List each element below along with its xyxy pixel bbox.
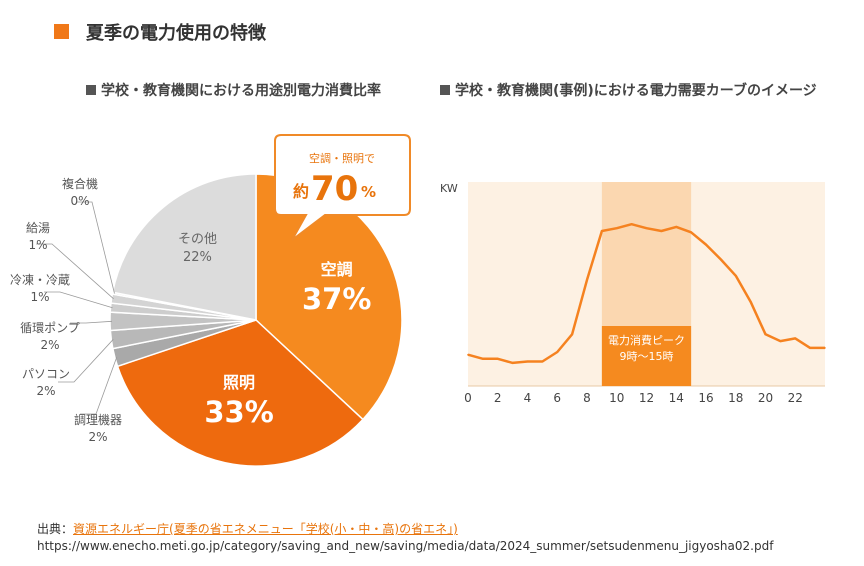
slice-value-label: 2% [36, 384, 55, 398]
data-point [496, 358, 499, 360]
leader-line [70, 320, 113, 324]
callout-unit: % [361, 183, 376, 201]
slice-label: その他 [178, 232, 217, 247]
callout-bubble [274, 134, 411, 241]
data-point [764, 333, 767, 336]
y-axis-label: KW [440, 182, 458, 195]
x-tick-label: 8 [583, 391, 591, 405]
data-point [645, 227, 648, 230]
x-tick-label: 20 [758, 391, 773, 405]
slice-value-label: 1% [30, 290, 49, 304]
callout-line1: 空調・照明で [309, 151, 375, 165]
slice-value-label: 2% [88, 430, 107, 444]
line-chart: 0 2 4 6 8 10 12 14 16 18 20 22 KW 電力消費ピーク 9時～15時 [440, 182, 826, 405]
data-point [705, 243, 707, 246]
slice-value-label: 0% [70, 194, 89, 208]
source-url[interactable]: https://www.enecho.meti.go.jp/category/s… [37, 539, 774, 553]
data-point [779, 340, 782, 342]
slice-label: 循環ポンプ [20, 321, 80, 335]
left-chart-title: 学校・教育機関における用途別電力消費比率 [101, 83, 381, 99]
pie-slice-8 [111, 173, 257, 321]
peak-label-box [601, 326, 692, 386]
source-citation: 出典：資源エネルギー庁(夏季の省エネメニュー「学校(小・中・高)の省エネ」) h… [37, 521, 773, 555]
data-point [660, 230, 663, 232]
slice-value-label: 2% [40, 338, 59, 352]
x-tick-label: 16 [698, 391, 713, 405]
slice-value-label: 33% [204, 395, 273, 429]
slice-label: 空調 [321, 260, 353, 279]
leader-line [76, 201, 115, 294]
heading-square-marker [440, 85, 450, 95]
pie-chart: 空調 37% 照明 33% 調理機器 2% パソコン 2% 循環ポンプ 2% 冷凍・冷蔵 1% 給湯 1%… [10, 134, 411, 467]
x-tick-label: 0 [464, 391, 472, 405]
data-point [526, 360, 529, 363]
title-square-marker [54, 24, 69, 39]
data-point [794, 337, 797, 340]
leader-line [58, 339, 114, 383]
leader-line [80, 356, 118, 415]
slice-value-label: 37% [302, 282, 371, 316]
slice-label: 冷凍・冷蔵 [10, 273, 70, 287]
peak-label-line2: 9時～15時 [620, 350, 674, 363]
data-point [824, 347, 826, 349]
callout: 空調・照明で 約 70 % [274, 134, 411, 241]
data-point [571, 333, 573, 336]
x-tick-label: 10 [609, 391, 624, 405]
callout-value: 70 [311, 169, 358, 209]
callout-prefix: 約 [293, 182, 309, 201]
right-chart-title: 学校・教育機関(事例)における電力需要カーブのイメージ [455, 83, 817, 99]
source-link[interactable]: 資源エネルギー庁(夏季の省エネメニュー「学校(小・中・高)の省エネ」) [73, 522, 458, 536]
slice-label: 調理機器 [74, 412, 122, 427]
x-tick-label: 12 [639, 391, 654, 405]
data-point [482, 358, 484, 360]
right-chart-heading: 学校・教育機関(事例)における電力需要カーブのイメージ [440, 80, 817, 100]
slice-label: パソコン [22, 367, 70, 381]
data-point [586, 279, 588, 281]
source-prefix: 出典： [37, 522, 74, 536]
slice-label: 照明 [223, 373, 255, 392]
data-point [556, 351, 559, 353]
slice-value-label: 1% [28, 238, 47, 252]
slice-label: 複合機 [62, 176, 98, 191]
heading-square-marker [86, 85, 96, 95]
data-point [734, 275, 737, 277]
x-tick-label: 6 [553, 391, 561, 405]
data-point [615, 227, 618, 230]
pie-slice-1 [116, 319, 364, 467]
data-point [467, 353, 469, 356]
data-point [809, 347, 811, 349]
data-point [541, 360, 544, 363]
leader-line [36, 243, 114, 300]
x-tick-label: 2 [494, 391, 502, 405]
page-title: 夏季の電力使用の特徴 [86, 23, 266, 44]
slice-label: 給湯 [26, 221, 50, 235]
x-tick-label: 4 [524, 391, 532, 405]
data-point [601, 230, 603, 232]
data-point [511, 362, 514, 364]
data-point [720, 258, 722, 261]
peak-label-line1: 電力消費ピーク [608, 333, 685, 347]
data-point [630, 223, 633, 225]
left-chart-heading: 学校・教育機関における用途別電力消費比率 [86, 80, 381, 100]
data-point [675, 226, 678, 228]
data-point [690, 231, 692, 234]
x-tick-label: 18 [728, 391, 743, 405]
x-tick-label: 22 [788, 391, 803, 405]
data-point [749, 300, 752, 303]
x-tick-label: 14 [669, 391, 684, 405]
slice-value-label: 22% [183, 250, 212, 265]
leader-line [44, 291, 113, 309]
